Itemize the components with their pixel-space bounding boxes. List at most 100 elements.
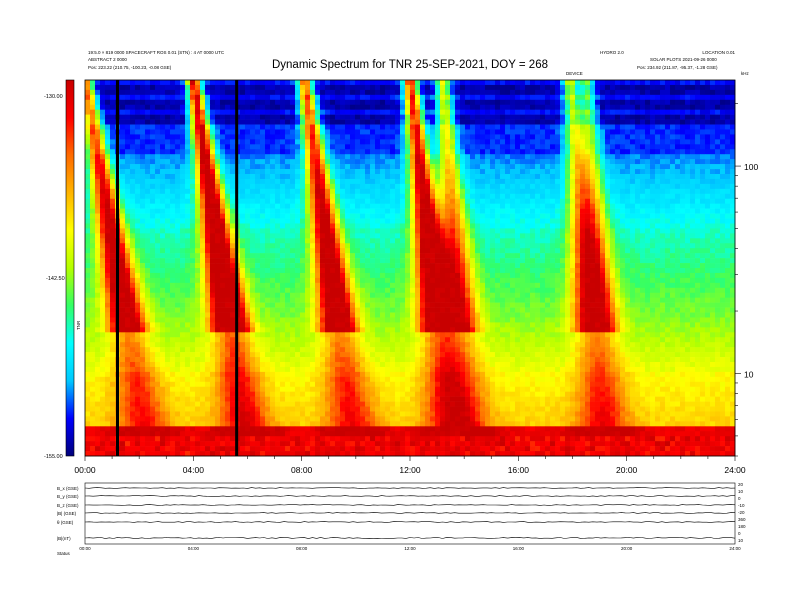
spectrogram-cell: [720, 109, 726, 115]
spectrogram-cell: [190, 243, 196, 249]
spectrogram-cell: [530, 203, 536, 209]
spectrogram-cell: [670, 178, 676, 185]
spectrogram-cell: [275, 243, 281, 249]
spectrogram-cell: [120, 84, 126, 91]
spectrogram-cell: [450, 238, 456, 244]
spectrogram-cell: [505, 248, 511, 254]
spectrogram-cell: [240, 258, 246, 264]
spectrogram-cell: [255, 99, 261, 106]
spectrogram-cell: [320, 258, 326, 264]
spectrogram-cell: [630, 188, 636, 195]
spectrogram-cell: [225, 258, 231, 264]
spectrogram-cell: [270, 263, 276, 269]
spectrogram-cell: [685, 109, 691, 115]
spectrogram-cell: [280, 134, 286, 140]
spectrogram-cell: [320, 114, 326, 120]
spectrogram-cell: [575, 109, 581, 115]
spectrogram-cell: [680, 89, 686, 96]
spectrogram-cell: [600, 84, 606, 91]
spectrogram-cell: [585, 203, 591, 209]
spectrogram-cell: [340, 213, 346, 219]
spectrogram-cell: [495, 80, 501, 86]
spectrogram-cell: [150, 114, 156, 120]
spectrogram-cell: [505, 238, 511, 244]
spectrogram-cell: [100, 213, 106, 219]
spectrogram-cell: [405, 139, 411, 145]
spectrogram-cell: [715, 248, 721, 254]
spectrogram-cell: [315, 94, 321, 101]
spectrogram-cell: [90, 213, 96, 219]
spectrogram-cell: [545, 213, 551, 219]
spectrogram-cell: [335, 248, 341, 254]
spectrogram-cell: [125, 84, 131, 91]
spectrogram-cell: [605, 119, 611, 125]
spectrogram-cell: [445, 213, 451, 219]
spectrogram-cell: [410, 248, 416, 254]
spectrogram-cell: [520, 149, 526, 155]
spectrogram-cell: [455, 134, 461, 140]
spectrogram-cell: [155, 243, 161, 249]
spectrogram-cell: [580, 129, 586, 135]
spectrogram-cell: [470, 243, 476, 249]
spectrogram-cell: [605, 238, 611, 244]
spectrogram-cell: [515, 94, 521, 101]
spectrogram-cell: [600, 238, 606, 244]
spectrogram-cell: [165, 203, 171, 209]
spectrogram-cell: [140, 114, 146, 120]
spectrogram-cell: [455, 139, 461, 145]
spectrogram-cell: [290, 80, 296, 86]
spectrogram-cell: [400, 258, 406, 264]
spectrogram-cell: [420, 144, 426, 150]
spectrogram-cell: [160, 183, 166, 190]
spectrogram-cell: [715, 114, 721, 120]
spectrogram-cell: [420, 104, 426, 110]
spectrogram-cell: [320, 218, 326, 224]
spectrogram-cell: [135, 263, 141, 269]
spectrogram-cell: [505, 233, 511, 239]
spectrogram-cell: [615, 139, 621, 145]
spectrogram-cell: [580, 218, 586, 224]
spectrogram-cell: [385, 164, 391, 170]
spectrogram-cell: [245, 80, 251, 86]
spectrogram-cell: [345, 263, 351, 269]
spectrogram-cell: [420, 223, 426, 229]
spectrogram-cell: [425, 174, 431, 180]
spectrogram-cell: [460, 218, 466, 224]
spectrogram-cell: [195, 243, 201, 249]
spectrogram-cell: [90, 198, 96, 204]
spectrogram-cell: [260, 188, 266, 195]
spectrogram-cell: [710, 89, 716, 96]
spectrogram-cell: [505, 154, 511, 160]
spectrogram-cell: [665, 198, 671, 204]
spectrogram-cell: [345, 213, 351, 219]
spectrogram-cell: [295, 198, 301, 204]
spectrogram-cell: [525, 203, 531, 209]
spectrogram-cell: [565, 243, 571, 249]
spectrogram-cell: [425, 258, 431, 264]
spectrogram-cell: [150, 129, 156, 135]
spectrogram-cell: [365, 198, 371, 204]
spectrogram-cell: [95, 183, 101, 190]
spectrogram-cell: [695, 104, 701, 110]
spectrogram-cell: [540, 253, 546, 259]
spectrogram-cell: [330, 258, 336, 264]
spectrogram-cell: [180, 258, 186, 264]
spectrogram-cell: [270, 80, 276, 86]
spectrogram-cell: [685, 248, 691, 254]
spectrogram-cell: [285, 178, 291, 185]
spectrogram-cell: [85, 119, 91, 125]
spectrogram-cell: [620, 104, 626, 110]
spectrogram-cell: [565, 233, 571, 239]
spectrogram-cell: [715, 208, 721, 214]
spectrogram-cell: [445, 164, 451, 170]
spectrogram-cell: [420, 149, 426, 155]
spectrogram-cell: [480, 164, 486, 170]
spectrogram-cell: [590, 193, 596, 200]
spectrogram-cell: [350, 243, 356, 249]
spectrogram-cell: [555, 169, 561, 175]
spectrogram-cell: [210, 213, 216, 219]
spectrogram-cell: [300, 164, 306, 170]
spectrogram-cell: [145, 99, 151, 106]
spectrogram-cell: [240, 129, 246, 135]
spectrogram-cell: [495, 238, 501, 244]
